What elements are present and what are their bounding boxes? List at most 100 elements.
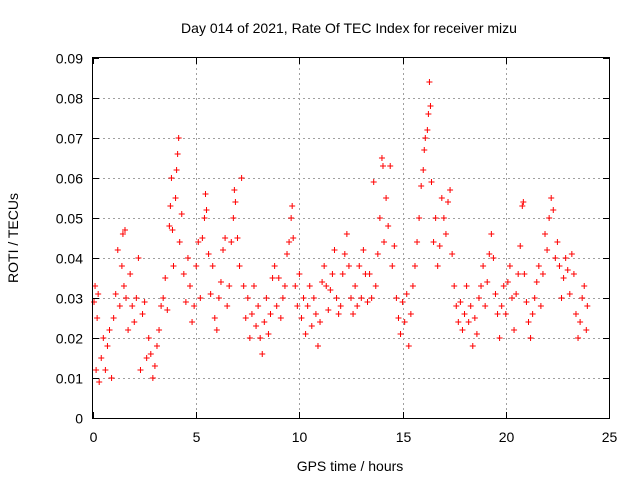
data-point (523, 299, 530, 305)
data-point (566, 291, 573, 297)
data-point (416, 215, 423, 221)
data-point (552, 255, 559, 261)
data-point (184, 255, 191, 261)
data-point (488, 231, 495, 237)
data-point (306, 283, 313, 289)
data-point (467, 303, 474, 309)
data-point (331, 247, 338, 253)
data-point (527, 335, 534, 341)
data-point (265, 331, 272, 337)
data-point (341, 251, 348, 257)
data-point (123, 295, 130, 301)
data-point (343, 231, 350, 237)
data-point (562, 255, 569, 261)
data-point (314, 343, 321, 349)
data-point (182, 299, 189, 305)
data-point (453, 303, 460, 309)
data-point (289, 203, 296, 209)
data-point (277, 315, 284, 321)
data-point (482, 303, 489, 309)
data-point (286, 239, 293, 245)
data-point (463, 283, 470, 289)
axis-ticks: 0 5 10 15 20 25 0 0.01 0.02 0.03 0.04 0.05 0.06 0.07 0… (56, 51, 618, 446)
data-point (304, 303, 311, 309)
data-point (581, 283, 588, 289)
data-point (354, 303, 361, 309)
data-point (145, 335, 152, 341)
data-point (296, 271, 303, 277)
data-point (515, 271, 522, 277)
data-point (104, 343, 111, 349)
data-point (248, 311, 255, 317)
data-point (572, 311, 579, 317)
data-point (403, 291, 410, 297)
data-point (500, 283, 507, 289)
data-point (374, 251, 381, 257)
data-point (570, 271, 577, 277)
data-point (308, 323, 315, 329)
data-point (409, 283, 416, 289)
data-point (189, 319, 196, 325)
data-point (240, 283, 247, 289)
data-point (253, 323, 260, 329)
data-point (418, 183, 425, 189)
data-point (246, 335, 253, 341)
y-tick-label: 0.02 (56, 331, 83, 347)
x-tick-label: 10 (292, 429, 308, 445)
data-point (193, 263, 200, 269)
data-point (368, 295, 375, 301)
data-point (399, 299, 406, 305)
data-point (195, 239, 202, 245)
data-point (387, 163, 394, 169)
data-point (281, 283, 288, 289)
data-point (469, 343, 476, 349)
data-point (180, 271, 187, 277)
data-point (267, 311, 274, 317)
data-point (127, 271, 134, 277)
data-point (445, 199, 452, 205)
data-point (217, 279, 224, 285)
x-tick-label: 25 (602, 429, 618, 445)
data-point (511, 327, 518, 333)
data-point (211, 315, 218, 321)
data-point (537, 303, 544, 309)
data-point (428, 179, 435, 185)
data-point (125, 327, 132, 333)
data-point (118, 263, 125, 269)
data-point (442, 231, 449, 237)
data-point (544, 247, 551, 253)
data-point (577, 319, 584, 325)
data-point (153, 343, 160, 349)
data-point (513, 291, 520, 297)
data-point (560, 275, 567, 281)
data-point (167, 203, 174, 209)
data-point (459, 327, 466, 333)
data-point (92, 283, 99, 289)
data-point (143, 355, 150, 361)
data-point (360, 247, 367, 253)
data-point (98, 355, 105, 361)
data-point (321, 263, 328, 269)
chart-title: Day 014 of 2021, Rate Of TEC Index for r… (181, 20, 517, 36)
plot-frame (92, 57, 610, 419)
data-point (461, 311, 468, 317)
data-point (517, 243, 524, 249)
data-point (397, 331, 404, 337)
data-point (298, 315, 305, 321)
data-point (100, 335, 107, 341)
data-point (426, 79, 433, 85)
data-point (94, 315, 101, 321)
data-point (263, 295, 270, 301)
data-point (201, 215, 208, 221)
data-point (160, 295, 167, 301)
data-point (173, 167, 180, 173)
data-point (440, 215, 447, 221)
data-point (178, 211, 185, 217)
data-point (133, 295, 140, 301)
data-point (93, 367, 100, 373)
data-point (350, 311, 357, 317)
data-point (209, 263, 216, 269)
data-point (257, 335, 264, 341)
data-point (345, 263, 352, 269)
